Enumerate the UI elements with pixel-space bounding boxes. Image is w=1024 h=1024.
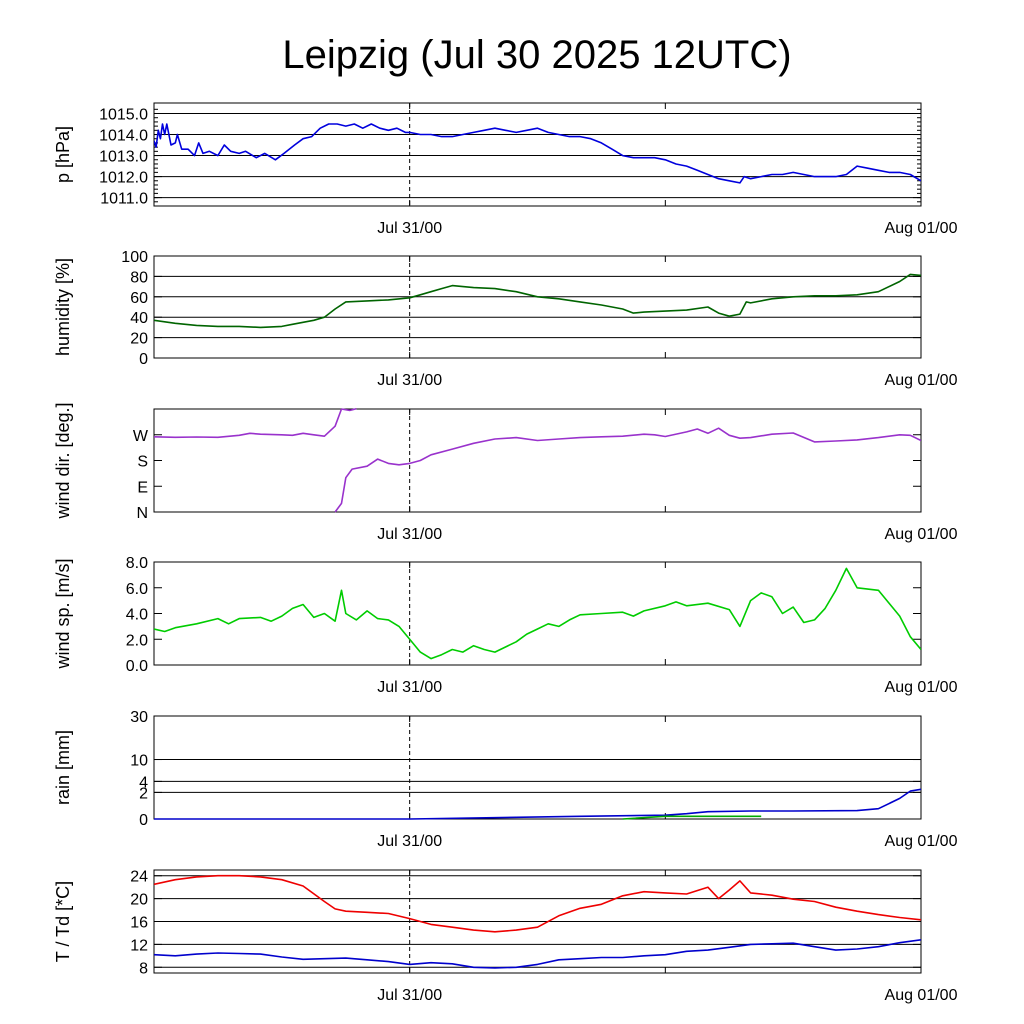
y-tick-label: 2 — [139, 785, 148, 802]
x-tick-label: Jul 31/00 — [377, 526, 442, 543]
series-line-wind_dir-0-seg0 — [154, 408, 343, 439]
x-tick-label: Aug 01/00 — [885, 833, 958, 850]
x-tick-label: Aug 01/00 — [885, 372, 958, 389]
y-tick-label: 4 — [139, 774, 148, 791]
y-tick-label: 8.0 — [126, 555, 148, 572]
x-tick-label: Jul 31/00 — [377, 372, 442, 389]
y-tick-label: 40 — [130, 310, 148, 327]
chart-title: Leipzig (Jul 30 2025 12UTC) — [282, 33, 791, 77]
y-tick-label: 0.0 — [126, 658, 148, 675]
y-tick-label: 0 — [139, 812, 148, 829]
y-tick-label: 4.0 — [126, 607, 148, 624]
series-line-humidity-0 — [154, 273, 921, 329]
y-tick-label: 1015.0 — [99, 107, 148, 124]
x-tick-label: Aug 01/00 — [885, 220, 958, 237]
y-tick-label: 16 — [130, 915, 148, 932]
y-tick-label: 1013.0 — [99, 149, 148, 166]
x-tick-label: Aug 01/00 — [885, 526, 958, 543]
y-tick-label: 1011.0 — [100, 191, 148, 208]
y-tick-label: 12 — [130, 937, 148, 954]
panel-rain: 0 24 10 30 Jul 31/00 Aug 01/00 rain [mm] — [53, 709, 958, 850]
x-tick-label: Aug 01/00 — [885, 987, 958, 1004]
x-tick-label: Jul 31/00 — [377, 679, 442, 696]
y-tick-label: 30 — [130, 709, 148, 726]
y-tick-label: 24 — [130, 869, 148, 886]
y-tick-label: 10 — [130, 753, 148, 770]
series-line-temperature-1 — [154, 939, 921, 969]
y-tick-label: 100 — [121, 249, 148, 266]
y-tick-label: W — [133, 428, 149, 445]
y-tick-label: 80 — [130, 269, 148, 286]
y-tick-label: E — [137, 479, 148, 496]
x-tick-label: Aug 01/00 — [885, 679, 958, 696]
y-axis-label: wind dir. [deg.] — [53, 402, 73, 519]
series-line-wind_dir-0-seg1 — [341, 408, 357, 412]
panels: 1011.0 1012.0 1013.0 1014.0 1015.0 Jul 31/00 A… — [53, 102, 958, 1004]
y-tick-label: 20 — [130, 892, 148, 909]
panel-frame — [153, 255, 922, 359]
y-tick-label: S — [137, 454, 148, 471]
panel-frame — [153, 715, 922, 820]
y-tick-label: 1012.0 — [99, 170, 148, 187]
series-line-temperature-0 — [154, 874, 921, 933]
series-line-rain-0 — [154, 788, 921, 820]
series-line-rain-1 — [622, 815, 762, 820]
panel-humidity: 0 20 40 60 80 100 Jul 31/00 Aug 01/00 humidity [… — [53, 249, 958, 389]
y-tick-label: 60 — [130, 290, 148, 307]
series-line-wind_speed-0 — [154, 567, 921, 660]
y-axis-label: humidity [%] — [53, 258, 73, 356]
panel-pressure: 1011.0 1012.0 1013.0 1014.0 1015.0 Jul 31/00 A… — [53, 102, 958, 237]
y-tick-label: 0 — [139, 351, 148, 368]
series-line-wind_dir-0-seg2 — [334, 427, 921, 513]
x-tick-label: Jul 31/00 — [377, 833, 442, 850]
y-axis-label: rain [mm] — [53, 730, 73, 805]
y-tick-label: 6.0 — [126, 581, 148, 598]
y-tick-label: 20 — [130, 331, 148, 348]
panel-frame — [153, 408, 922, 513]
panel-frame — [153, 102, 922, 207]
panel-temperature: 8 12 16 20 24 Jul 31/00 Aug 01/00 T / Td [*C] — [53, 869, 958, 1004]
series-line-pressure-0 — [154, 123, 921, 184]
y-axis-label: T / Td [*C] — [53, 881, 73, 962]
x-tick-label: Jul 31/00 — [377, 987, 442, 1004]
y-tick-label: N — [136, 505, 148, 522]
x-tick-label: Jul 31/00 — [377, 220, 442, 237]
y-tick-label: 1014.0 — [99, 128, 148, 145]
y-tick-label: 8 — [139, 960, 148, 977]
y-axis-label: wind sp. [m/s] — [53, 558, 73, 669]
y-tick-label: 2.0 — [126, 632, 148, 649]
y-axis-label: p [hPa] — [53, 126, 73, 183]
panel-frame — [153, 561, 922, 666]
panel-wind_speed: 0.0 2.0 4.0 6.0 8.0 Jul 31/00 Aug 01/00 wind sp… — [53, 555, 958, 696]
